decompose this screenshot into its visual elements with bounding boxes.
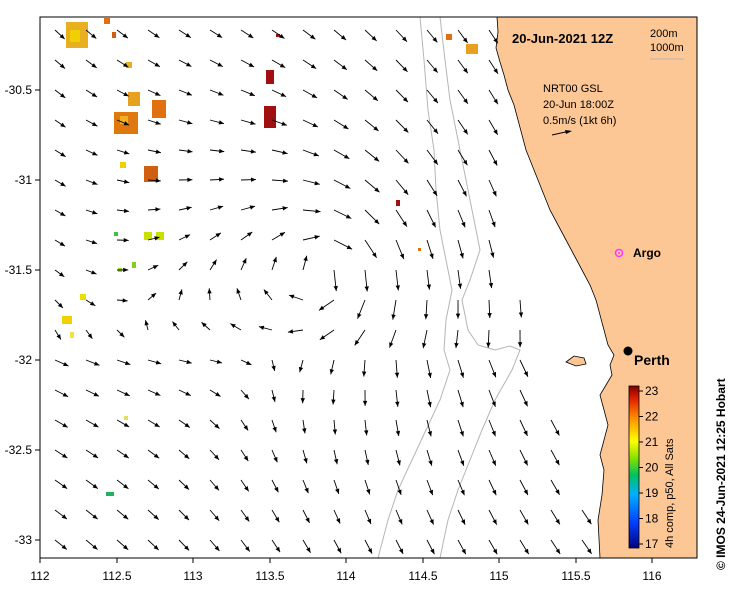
land-australia bbox=[495, 17, 697, 558]
x-tick-label: 113.5 bbox=[255, 569, 284, 583]
perth-label: Perth bbox=[634, 352, 670, 368]
y-tick-label: -32 bbox=[15, 353, 33, 367]
island-rottnest bbox=[565, 355, 587, 367]
x-tick-label: 116 bbox=[642, 569, 661, 583]
colorbar-tick-label: 19 bbox=[645, 486, 659, 500]
sst-patches bbox=[62, 18, 478, 496]
y-tick-label: -30.5 bbox=[5, 83, 33, 97]
x-tick-label: 112.5 bbox=[102, 569, 131, 583]
x-tick-label: 112 bbox=[30, 569, 49, 583]
credit-line: © IMOS 24-Jun-2021 12:25 Hobart bbox=[714, 378, 728, 570]
contour-1000m bbox=[377, 17, 453, 558]
colorbar-tick-label: 18 bbox=[645, 512, 659, 526]
y-tick-label: -33 bbox=[15, 533, 33, 547]
plot-frame bbox=[39, 16, 698, 559]
y-tick-label: -31.5 bbox=[5, 263, 33, 277]
x-axis: 112 112.5 113 113.5 114 114.5 115 115.5 116 bbox=[30, 558, 662, 583]
argo-label: Argo bbox=[633, 246, 661, 260]
map-title: 20-Jun-2021 12Z bbox=[512, 31, 613, 46]
colorbar bbox=[628, 385, 640, 549]
argo-marker bbox=[614, 248, 624, 258]
contour-200m bbox=[439, 17, 521, 558]
depth-legend-200m: 200m bbox=[650, 28, 678, 40]
current-vector-field bbox=[54, 29, 592, 555]
depth-legend-1000m: 1000m bbox=[650, 42, 684, 54]
colorbar-tick-label: 22 bbox=[645, 410, 659, 424]
colorbar-tick-label: 23 bbox=[645, 384, 659, 398]
x-tick-label: 115.5 bbox=[561, 569, 590, 583]
x-tick-label: 114.5 bbox=[408, 569, 437, 583]
colorbar-label: 4h comp, p50, All Sats bbox=[664, 438, 676, 548]
colorbar-tick-label: 20 bbox=[645, 461, 659, 475]
map-area bbox=[40, 17, 697, 558]
perth-marker bbox=[623, 346, 633, 356]
current-time-label: 20-Jun 18:00Z bbox=[543, 99, 614, 111]
colorbar-tick-label: 21 bbox=[645, 435, 659, 449]
y-tick-label: -31 bbox=[15, 173, 33, 187]
x-tick-label: 115 bbox=[489, 569, 508, 583]
scale-arrow bbox=[551, 130, 572, 136]
x-tick-label: 113 bbox=[183, 569, 202, 583]
current-source-label: NRT00 GSL bbox=[543, 83, 603, 95]
x-tick-label: 114 bbox=[336, 569, 355, 583]
y-tick-label: -32.5 bbox=[5, 443, 33, 457]
colorbar-tick-label: 17 bbox=[645, 537, 659, 551]
colorbar-ticks: 23 22 21 20 19 18 17 bbox=[639, 384, 659, 551]
y-axis: -30.5 -31 -31.5 -32 -32.5 -33 bbox=[5, 83, 40, 547]
current-scale-label: 0.5m/s (1kt 6h) bbox=[543, 115, 616, 127]
